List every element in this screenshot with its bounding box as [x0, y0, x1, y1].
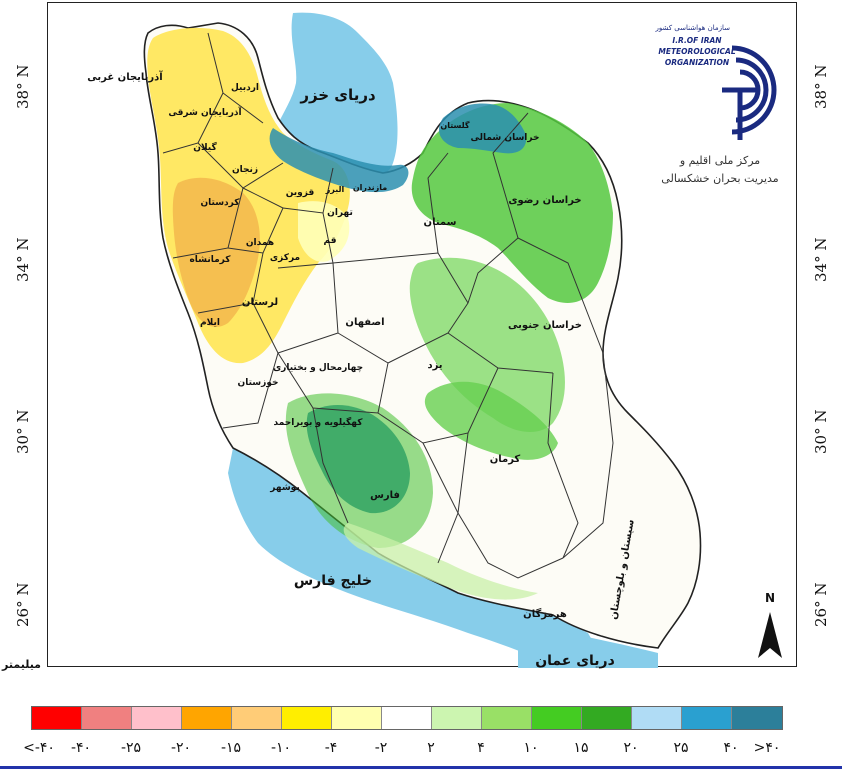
- legend-swatch: [732, 707, 782, 729]
- province-label: ایلام: [200, 318, 220, 328]
- zone-wet-kerman: [424, 381, 558, 460]
- zone-light-green-south: [343, 523, 538, 600]
- legend-swatch: [182, 707, 232, 729]
- legend-swatch: [532, 707, 582, 729]
- legend-tick-label: -۴: [324, 740, 338, 756]
- zone-wet-east: [409, 257, 565, 433]
- legend-swatch: [32, 707, 82, 729]
- legend-tick-label: ۱۵: [573, 740, 589, 756]
- province-label: آذربایجان شرقی: [168, 106, 242, 118]
- persian-gulf: [228, 448, 608, 668]
- center-name-fa-1: مرکز ملی اقلیم و: [679, 154, 761, 167]
- province-label: کهگیلویه و بویراحمد: [274, 416, 364, 428]
- province-label: گیلان: [193, 141, 217, 153]
- legend-swatch: [232, 707, 282, 729]
- province-label: خراسان جنوبی: [508, 320, 582, 331]
- legend-tick-label: ۲: [427, 740, 435, 756]
- province-label: گلستان: [440, 120, 470, 130]
- org-name-en-2: METEOROLOGICAL: [658, 47, 736, 56]
- province-label: تهران: [327, 208, 353, 218]
- province-label: مرکزی: [270, 253, 300, 263]
- legend-tick-label: ۱۰: [523, 740, 539, 756]
- province-label: خراسان شمالی: [471, 133, 540, 143]
- legend-tick-label: -۲: [374, 740, 388, 756]
- legend-tick-label: >۴۰: [753, 740, 781, 756]
- north-arrow-icon: [758, 612, 782, 658]
- legend-tick-label: ۴: [477, 740, 485, 756]
- province-label: فارس: [370, 490, 400, 501]
- province-labels: آذربایجان غربی اردبیل آذربایجان شرقی زنجان گ…: [87, 70, 637, 621]
- legend-swatch: [632, 707, 682, 729]
- map-svg: [143, 12, 702, 668]
- legend-tick-label: <-۴۰: [23, 740, 55, 756]
- province-borders: [162, 32, 614, 579]
- province-label: هرمزگان: [523, 607, 567, 620]
- org-name-en-3: ORGANIZATION: [664, 58, 730, 67]
- center-name-fa-2: مدیریت بحران خشکسالی: [661, 172, 779, 185]
- province-label: خوزستان: [238, 378, 279, 388]
- meteorological-emblem-icon: [722, 45, 777, 140]
- province-label: زنجان: [232, 165, 258, 175]
- org-name-en-1: I.R.OF IRAN: [672, 36, 722, 45]
- legend-swatch: [432, 707, 482, 729]
- caspian-label: دریای خزر: [299, 86, 376, 104]
- legend-tick-label: -۱۰: [270, 740, 292, 756]
- oman-sea-label: دریای عمان: [535, 653, 615, 669]
- province-label: چهارمحال و بختیاری: [273, 363, 363, 373]
- province-label: خراسان رضوی: [508, 195, 581, 206]
- legend-swatch: [382, 707, 432, 729]
- province-label: همدان: [246, 238, 274, 248]
- province-label: اردبیل: [231, 83, 259, 93]
- legend-tick-label: -۴۰: [70, 740, 92, 756]
- province-label: کرمانشاه: [189, 255, 231, 265]
- zone-wet-fars-ring: [285, 393, 433, 548]
- legend-tick-label: ۲۵: [673, 740, 689, 756]
- legend-tick-label: -۱۵: [220, 740, 242, 756]
- map-frame: [47, 2, 797, 668]
- organization-logo: سازمان هواشناسی کشور I.R.OF IRAN METEORO…: [655, 20, 792, 195]
- province-label: اصفهان: [345, 317, 384, 328]
- legend-tick-label: ۴۰: [723, 740, 739, 756]
- province-label: کرمان: [490, 454, 521, 465]
- legend-color-bar: [31, 706, 783, 730]
- zone-deficit-core: [172, 177, 260, 327]
- zone-light-deficit: [298, 201, 350, 262]
- province-label: لرستان: [242, 297, 278, 308]
- province-label: بوشهر: [269, 483, 299, 493]
- province-label: یزد: [427, 360, 442, 371]
- caspian-sea: [275, 12, 398, 179]
- zone-wet-caspian: [269, 128, 409, 193]
- province-label: سیستان و بلوچستان: [608, 518, 636, 620]
- province-label: البرز: [325, 185, 345, 194]
- legend-tick-label: -۲۵: [120, 740, 142, 756]
- north-label: N: [765, 591, 775, 605]
- persian-gulf-label: خلیج فارس: [294, 573, 372, 589]
- legend-swatch: [582, 707, 632, 729]
- unit-label: میلیمتر: [2, 658, 41, 671]
- province-label: سمنان: [424, 217, 457, 228]
- province-label: آذربایجان غربی: [87, 70, 163, 83]
- zone-wet-northeast: [411, 103, 613, 303]
- legend-swatch: [482, 707, 532, 729]
- province-label: مازندران: [353, 183, 387, 192]
- province-label: کردستان: [200, 198, 240, 208]
- legend-swatch: [82, 707, 132, 729]
- legend-swatch: [332, 707, 382, 729]
- oman-sea: [518, 623, 658, 668]
- legend-swatch: [682, 707, 732, 729]
- legend-tick-label: -۲۰: [170, 740, 192, 756]
- bottom-rule: [0, 766, 842, 769]
- legend-tick-label: ۲۰: [623, 740, 639, 756]
- legend-swatch: [132, 707, 182, 729]
- legend-swatch: [282, 707, 332, 729]
- province-label: قزوین: [286, 188, 315, 198]
- org-name-fa: سازمان هواشناسی کشور: [655, 24, 731, 32]
- province-label: قم: [324, 236, 337, 246]
- zone-wet-golestan: [438, 103, 527, 154]
